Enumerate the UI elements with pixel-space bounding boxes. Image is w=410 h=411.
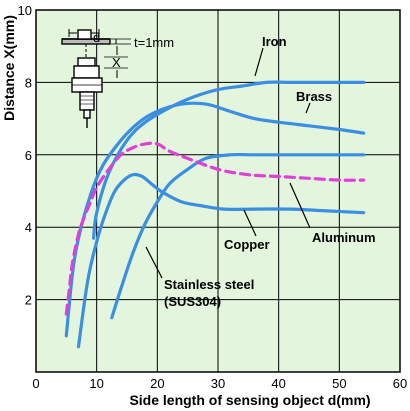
label-aluminum: Aluminum — [312, 230, 376, 245]
label-stainless-line1: Stainless steel — [164, 277, 254, 292]
label-copper: Copper — [224, 237, 270, 252]
x-tick-label: 60 — [393, 376, 407, 391]
y-tick-label: 4 — [25, 220, 32, 235]
x-tick-label: 10 — [89, 376, 103, 391]
sensor-x-label: X — [112, 55, 121, 70]
label-iron: Iron — [262, 34, 287, 49]
plot-frame — [35, 9, 401, 373]
y-axis-title: Distance X(mm) — [1, 15, 17, 121]
tick-labels: 0 10 20 30 40 50 60 2 4 6 8 10 — [18, 3, 408, 391]
sensor-d-label: d — [93, 30, 100, 45]
annotation-leaders — [145, 47, 311, 279]
y-tick-label: 8 — [25, 75, 32, 90]
y-tick-label: 10 — [18, 3, 32, 18]
y-tick-label: 6 — [25, 148, 32, 163]
x-tick-label: 40 — [271, 376, 285, 391]
series-line-aluminum — [76, 172, 366, 349]
sensor-t-label: t=1mm — [134, 35, 174, 50]
x-tick-label: 20 — [150, 376, 164, 391]
y-tick-label: 2 — [25, 293, 32, 308]
x-tick-label: 50 — [332, 376, 346, 391]
sensor-diagram-icon — [61, 29, 131, 128]
label-brass: Brass — [296, 89, 332, 104]
x-axis-title: Side length of sensing object d(mm) — [129, 392, 370, 408]
x-tick-label: 0 — [32, 376, 39, 391]
series-line-stainless — [64, 141, 366, 316]
series-group — [64, 80, 366, 349]
x-tick-label: 30 — [211, 376, 225, 391]
label-stainless-line2: (SUS304) — [164, 294, 221, 309]
